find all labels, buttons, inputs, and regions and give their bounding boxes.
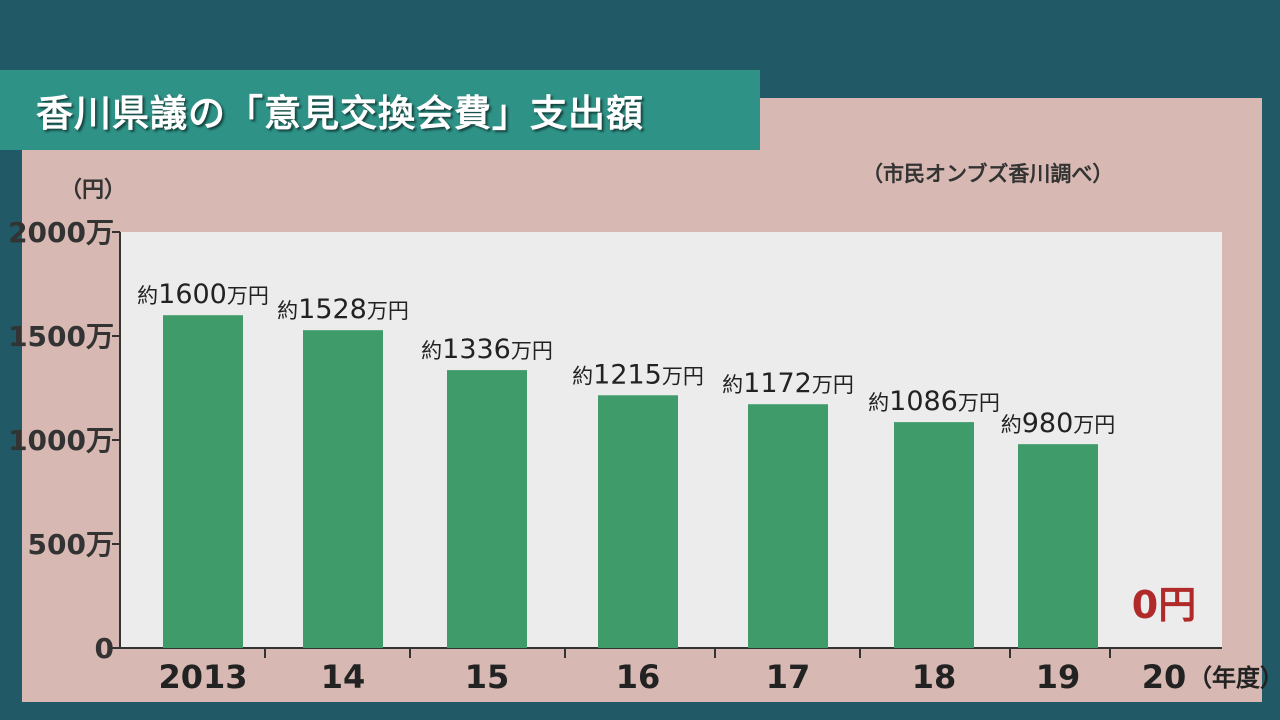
bar: [598, 395, 678, 648]
x-tick-label: 18: [912, 658, 957, 696]
bar: [1018, 444, 1098, 648]
x-tick-label: 19: [1036, 658, 1081, 696]
y-tick-label: 1500万: [8, 320, 114, 353]
x-axis-label: （年度）: [1188, 664, 1280, 692]
data-label: 約1528万円: [277, 294, 409, 325]
data-label: 約1600万円: [137, 279, 269, 310]
bar: [303, 330, 383, 648]
y-axis-unit-label: （円）: [60, 178, 127, 203]
data-label-zero: 0円: [1132, 583, 1196, 627]
y-tick-label: 2000万: [8, 216, 114, 249]
x-tick-label: 2013: [158, 658, 247, 696]
y-tick-label: 500万: [28, 528, 114, 561]
data-label: 約1215万円: [572, 359, 704, 390]
x-tick-label: 15: [465, 658, 510, 696]
x-tick-label: 20: [1142, 658, 1187, 696]
title-bar: 香川県議の「意見交換会費」支出額: [0, 70, 760, 150]
chart-title: 香川県議の「意見交換会費」支出額: [36, 92, 644, 135]
bar: [894, 422, 974, 648]
data-label: 約1172万円: [722, 368, 854, 399]
x-tick-label: 17: [766, 658, 811, 696]
y-tick-label: 1000万: [8, 424, 114, 457]
x-tick-label: 16: [616, 658, 661, 696]
source-note: （市民オンブズ香川調べ）: [862, 162, 1114, 186]
y-tick-label: 0: [95, 632, 114, 665]
bar: [163, 315, 243, 648]
data-label: 約980万円: [1001, 408, 1116, 439]
bar: [748, 404, 828, 648]
data-label: 約1086万円: [868, 386, 1000, 417]
data-label: 約1336万円: [421, 334, 553, 365]
x-tick-label: 14: [321, 658, 366, 696]
bar: [447, 370, 527, 648]
